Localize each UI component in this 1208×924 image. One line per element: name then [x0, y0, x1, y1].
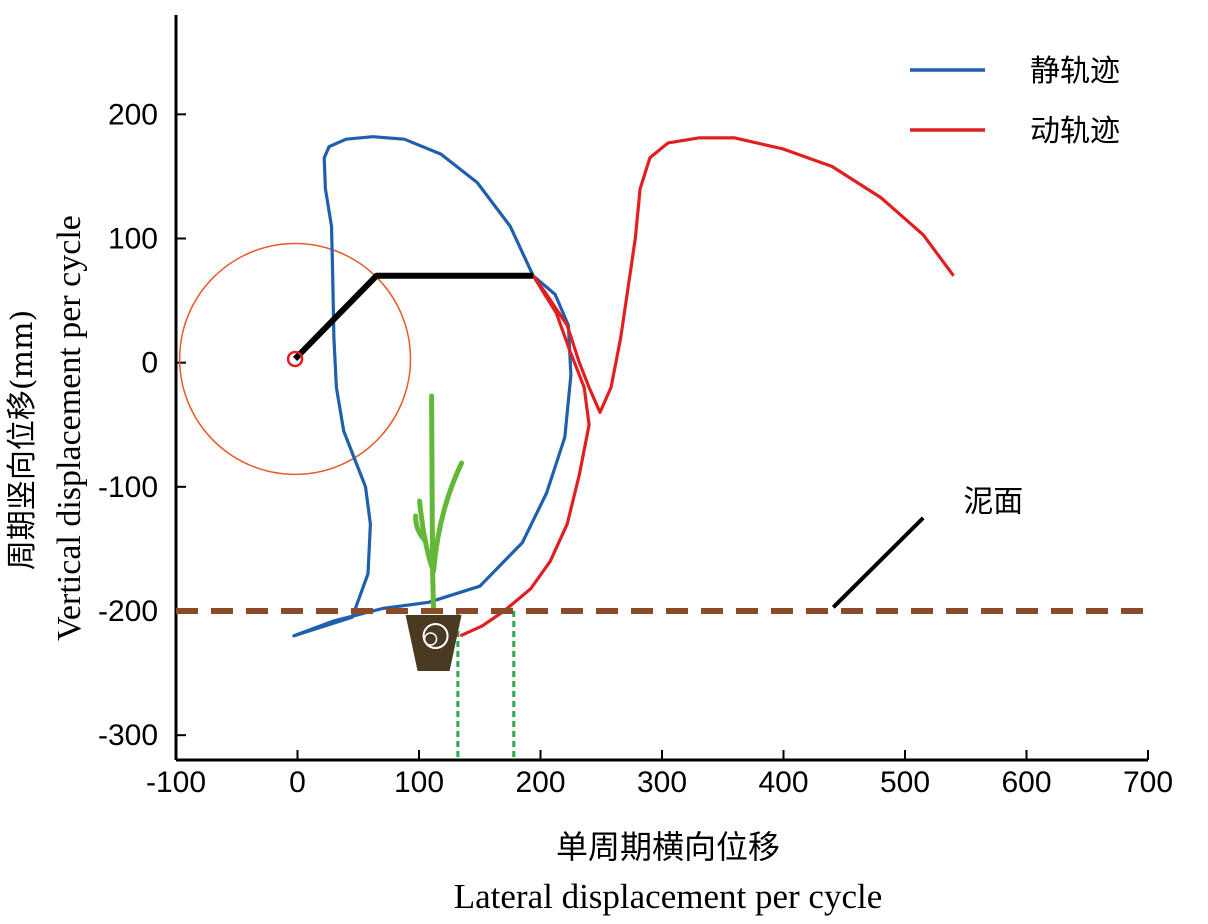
x-axis-title-chinese: 单周期横向位移 — [556, 828, 780, 866]
y-axis-title-english: Vertical displacement per cycle — [51, 215, 88, 641]
x-tick-label: 400 — [758, 766, 808, 799]
x-tick-label: 0 — [289, 766, 306, 799]
x-tick-label: 600 — [1001, 766, 1051, 799]
x-tick-label: 700 — [1123, 766, 1173, 799]
crank-circle — [178, 242, 412, 476]
dynamic-trajectory-line — [459, 136, 955, 638]
y-tick-label: -300 — [98, 719, 158, 752]
y-tick-label: -100 — [98, 471, 158, 504]
chart-marks — [176, 135, 1148, 760]
crank-pivot — [286, 350, 304, 368]
y-tick-label: 100 — [108, 223, 158, 256]
x-tick-label: 500 — [880, 766, 930, 799]
x-tick-label: -100 — [146, 766, 206, 799]
y-tick-label: 0 — [141, 347, 158, 380]
seedling-leaf — [431, 460, 465, 574]
crank-linkage — [292, 272, 534, 362]
annotation-label: 泥面 — [963, 485, 1023, 520]
axis-ticks: -100 0 100 200 300 400 500 600 700 -300 -200 -100 0 1… — [98, 98, 1173, 799]
x-tick-label: 100 — [394, 766, 444, 799]
seedling-pot — [405, 615, 462, 671]
static-trajectory-line — [292, 135, 573, 638]
y-axis-title-chinese: 周期竖向位移(mm) — [5, 310, 40, 570]
x-tick-label: 200 — [515, 766, 565, 799]
seedling-root — [423, 632, 438, 646]
seedling-root — [422, 623, 449, 649]
legend-label: 静轨迹 — [1030, 54, 1120, 89]
seedling — [413, 393, 465, 614]
axes — [174, 15, 1148, 762]
x-tick-label: 300 — [637, 766, 687, 799]
seedling-leaf — [413, 513, 429, 544]
legend-label: 动轨迹 — [1030, 114, 1120, 149]
y-tick-label: 200 — [108, 98, 158, 131]
annotation-pointer — [831, 516, 925, 609]
x-axis-title-english: Lateral displacement per cycle — [454, 877, 883, 916]
pot-body — [405, 615, 462, 671]
y-tick-label: -200 — [98, 595, 158, 628]
seedling-leaf — [429, 393, 437, 614]
